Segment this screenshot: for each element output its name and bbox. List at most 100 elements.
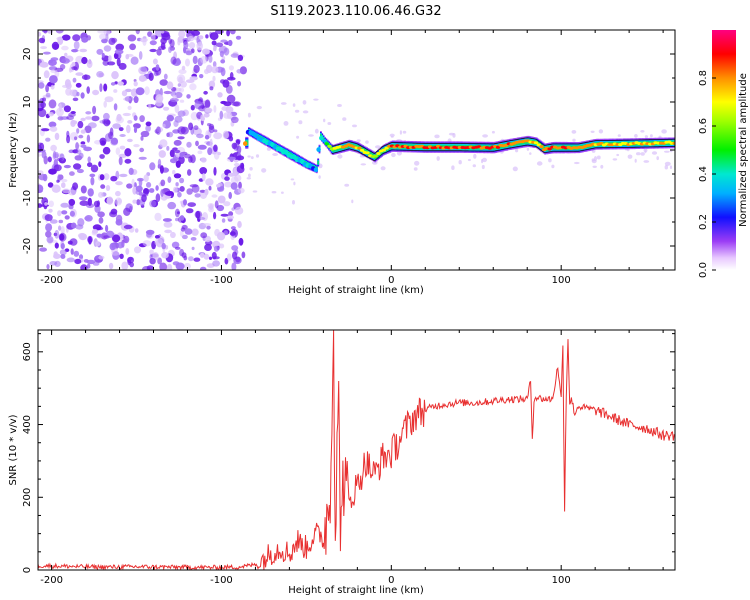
snr-marks xyxy=(38,330,675,570)
noise-speckle xyxy=(154,212,162,222)
noise-speckle xyxy=(215,42,224,48)
noise-speckle xyxy=(72,34,81,42)
ridge-outline-top xyxy=(331,137,675,155)
noise-speckle xyxy=(75,72,84,76)
noise-speckle xyxy=(166,131,174,138)
noise-speckle xyxy=(644,150,647,154)
noise-speckle xyxy=(205,178,214,186)
noise-speckle xyxy=(115,43,124,51)
noise-speckle xyxy=(227,39,233,47)
noise-speckle xyxy=(66,134,71,144)
noise-speckle xyxy=(434,134,440,139)
noise-speckle xyxy=(53,253,61,259)
noise-speckle xyxy=(81,56,88,65)
noise-speckle xyxy=(219,243,225,249)
noise-speckle xyxy=(229,231,236,236)
ridge-point xyxy=(243,141,248,147)
noise-speckle xyxy=(55,30,64,34)
noise-speckle xyxy=(238,237,244,246)
noise-speckle xyxy=(249,167,253,171)
noise-speckle xyxy=(71,62,76,67)
colorbar-tick-label: 0.6 xyxy=(698,118,709,134)
noise-speckle xyxy=(163,221,173,228)
noise-speckle xyxy=(113,89,118,93)
noise-speckle xyxy=(283,121,289,126)
noise-speckle xyxy=(193,257,201,262)
ridge-band xyxy=(246,140,249,146)
noise-speckle xyxy=(219,110,224,120)
noise-speckle xyxy=(48,168,57,175)
noise-speckle xyxy=(174,104,180,113)
noise-speckle xyxy=(50,84,55,90)
snr-xlabel: Height of straight line (km) xyxy=(288,585,424,596)
noise-speckle xyxy=(627,154,633,159)
noise-speckle xyxy=(174,208,180,218)
noise-speckle xyxy=(78,254,84,260)
noise-speckle xyxy=(209,32,219,41)
noise-speckle xyxy=(636,152,641,156)
noise-speckle xyxy=(203,90,208,95)
noise-speckle xyxy=(213,132,223,140)
noise-speckle xyxy=(124,88,132,93)
noise-speckle xyxy=(149,40,157,46)
noise-speckle xyxy=(162,218,172,222)
noise-speckle xyxy=(76,149,82,155)
noise-speckle xyxy=(590,130,595,133)
noise-speckle xyxy=(112,123,121,129)
noise-speckle xyxy=(56,179,60,183)
spectrogram-xtick-label: 0 xyxy=(388,275,394,286)
noise-speckle xyxy=(43,30,48,34)
noise-speckle xyxy=(60,202,69,208)
noise-speckle xyxy=(573,161,580,165)
noise-speckle xyxy=(173,173,182,179)
noise-speckle xyxy=(451,165,455,170)
ridge-point xyxy=(381,148,386,152)
noise-speckle xyxy=(168,38,173,44)
noise-speckle xyxy=(92,89,100,96)
noise-speckle xyxy=(183,41,189,49)
noise-speckle xyxy=(48,208,53,213)
noise-speckle xyxy=(50,144,57,152)
noise-speckle xyxy=(49,261,58,266)
noise-speckle xyxy=(217,195,226,204)
noise-speckle xyxy=(115,181,123,186)
noise-speckle xyxy=(185,208,194,214)
noise-speckle xyxy=(271,191,277,194)
noise-speckle xyxy=(45,92,51,98)
snr-xtick-label: 100 xyxy=(552,575,571,586)
noise-speckle xyxy=(50,69,58,74)
noise-speckle xyxy=(640,130,645,133)
noise-speckle xyxy=(111,251,120,256)
noise-speckle xyxy=(213,245,220,252)
noise-speckle xyxy=(87,197,93,206)
ridge-point xyxy=(376,152,381,155)
noise-speckle xyxy=(155,193,161,203)
noise-speckle xyxy=(247,112,251,118)
snr-ytick-label: 600 xyxy=(22,342,33,361)
noise-speckle xyxy=(195,140,199,147)
noise-speckle xyxy=(137,177,144,182)
noise-speckle xyxy=(280,102,287,105)
noise-speckle xyxy=(156,48,162,56)
noise-speckle xyxy=(99,33,107,40)
noise-speckle xyxy=(230,226,236,230)
noise-speckle xyxy=(612,158,618,161)
noise-speckle xyxy=(127,256,135,264)
noise-speckle xyxy=(117,241,124,249)
noise-speckle xyxy=(220,67,226,77)
noise-speckle xyxy=(154,238,163,247)
noise-speckle xyxy=(121,261,129,270)
noise-speckle xyxy=(97,30,107,34)
noise-speckle xyxy=(95,241,101,247)
noise-speckle xyxy=(164,167,169,172)
noise-speckle xyxy=(129,43,137,51)
noise-speckle xyxy=(148,72,154,82)
noise-speckle xyxy=(224,176,230,181)
noise-speckle xyxy=(356,139,361,143)
noise-speckle xyxy=(99,137,107,145)
colorbar-tick-label: 0.0 xyxy=(698,262,709,278)
snr-series-line xyxy=(38,330,675,570)
noise-speckle xyxy=(104,96,114,103)
noise-speckle xyxy=(73,40,80,50)
